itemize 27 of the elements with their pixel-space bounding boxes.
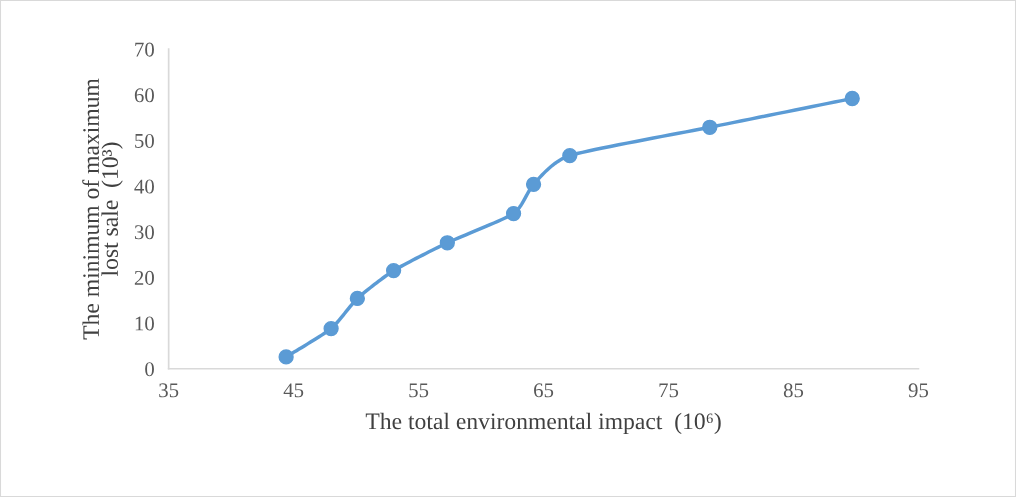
x-tick-label: 55: [409, 383, 429, 398]
y-tick-label: 70: [135, 42, 154, 57]
x-tick-label: 95: [908, 383, 929, 398]
point: [439, 235, 455, 251]
y-tick-label: 0: [145, 362, 154, 377]
y-tick-label: 30: [134, 225, 154, 240]
point: [278, 349, 294, 365]
y-tick-label: 10: [135, 316, 154, 331]
point: [702, 119, 718, 135]
point: [562, 147, 578, 164]
x-tick-label: 45: [283, 383, 304, 398]
point: [385, 262, 402, 279]
point: [323, 320, 339, 337]
point: [505, 205, 522, 222]
y-tick-label: 20: [134, 270, 154, 285]
y-tick-label: 40: [134, 179, 154, 194]
x-tick-label: 75: [659, 383, 679, 398]
point: [525, 176, 542, 192]
x-tick-label: 35: [159, 383, 179, 398]
y-tick-label: 50: [135, 133, 154, 148]
y-axis-title: The minimum of maximum lost sale (10³): [82, 78, 123, 340]
x-tick-label: 85: [783, 383, 804, 398]
point: [844, 90, 860, 107]
x-axis-title: The total environmental impact (10⁶): [365, 412, 721, 435]
x-tick-label: 65: [534, 383, 554, 398]
y-tick-label: 60: [134, 88, 154, 103]
point: [349, 290, 365, 307]
